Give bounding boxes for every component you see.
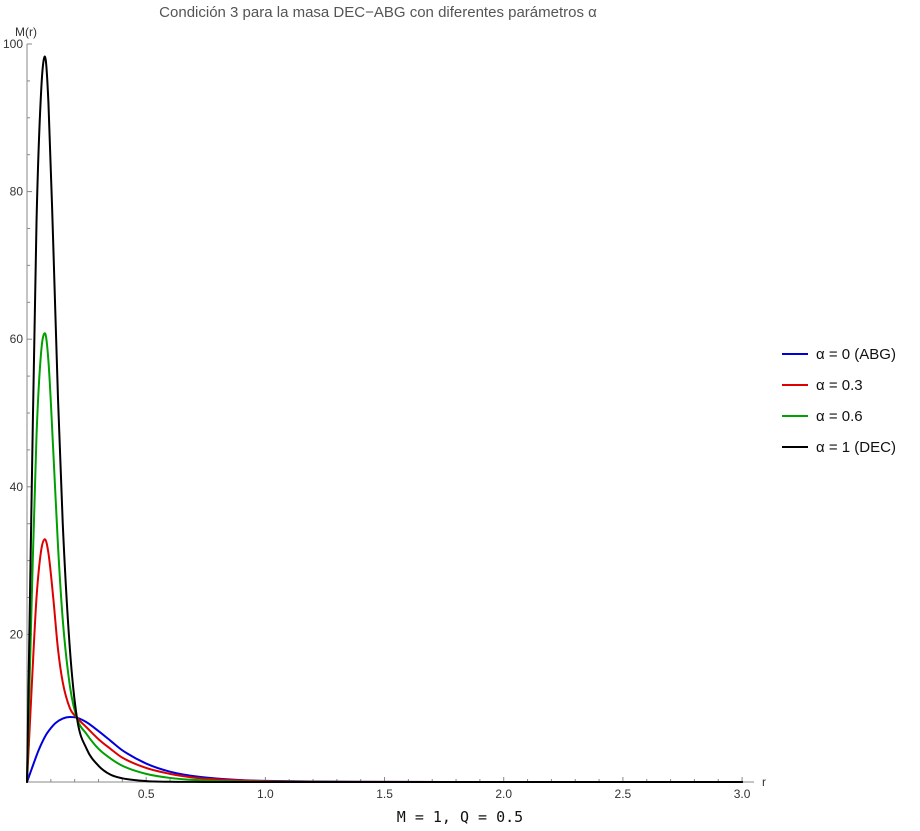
x-tick-label: 3.0: [734, 787, 751, 801]
y-axis-ticks: 20 40 60 80 100: [3, 37, 32, 746]
y-tick-label: 20: [10, 627, 24, 641]
legend: α = 0 (ABG) α = 0.3 α = 0.6 α = 1 (DEC): [782, 346, 896, 456]
x-tick-label: 0.5: [138, 787, 155, 801]
y-tick-label: 40: [10, 480, 24, 494]
x-tick-label: 1.0: [257, 787, 274, 801]
x-tick-label: 2.0: [495, 787, 512, 801]
series-line-0: [26, 716, 744, 783]
legend-label-2: α = 0.6: [816, 408, 863, 425]
legend-label-1: α = 0.3: [816, 377, 863, 394]
series-line-2: [26, 332, 744, 783]
y-tick-label: 100: [3, 37, 23, 51]
y-axis-label: M(r): [15, 25, 37, 39]
series-line-3: [26, 55, 744, 784]
y-tick-label: 80: [10, 185, 24, 199]
legend-label-3: α = 1 (DEC): [816, 439, 896, 456]
chart-title: Condición 3 para la masa DEC−ABG con dif…: [159, 4, 597, 21]
legend-label-0: α = 0 (ABG): [816, 346, 896, 363]
x-tick-label: 1.5: [376, 787, 393, 801]
series-lines: [26, 55, 744, 784]
x-tick-label: 2.5: [615, 787, 632, 801]
x-axis-label: r: [762, 775, 766, 789]
parameters-caption: M = 1, Q = 0.5: [397, 808, 523, 826]
y-tick-label: 60: [10, 332, 24, 346]
series-line-1: [26, 538, 744, 783]
